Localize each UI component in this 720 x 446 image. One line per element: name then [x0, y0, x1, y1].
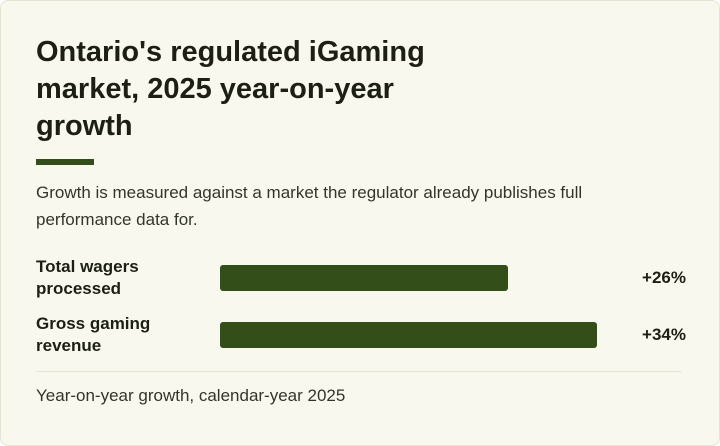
category-label: Gross gaming revenue: [36, 314, 151, 355]
chart-footnote: Year-on-year growth, calendar-year 2025: [36, 386, 346, 405]
bar: [220, 265, 509, 291]
bar-track: [220, 322, 608, 348]
value-label: +26%: [642, 268, 686, 287]
value-label: +34%: [642, 325, 686, 344]
bar: [220, 322, 597, 348]
footer-divider: [36, 371, 681, 372]
category-label: Total wagers processed: [36, 257, 139, 298]
bar-chart: Total wagers processed +26% Gross gaming…: [36, 253, 686, 363]
bar-track: [220, 265, 608, 291]
title-accent-bar: [36, 159, 94, 165]
bar-row: Total wagers processed +26%: [36, 253, 686, 301]
chart-title: Ontario's regulated iGaming market, 2025…: [36, 36, 425, 142]
chart-subtitle: Growth is measured against a market the …: [36, 183, 583, 229]
bar-row: Gross gaming revenue +34%: [36, 310, 686, 358]
